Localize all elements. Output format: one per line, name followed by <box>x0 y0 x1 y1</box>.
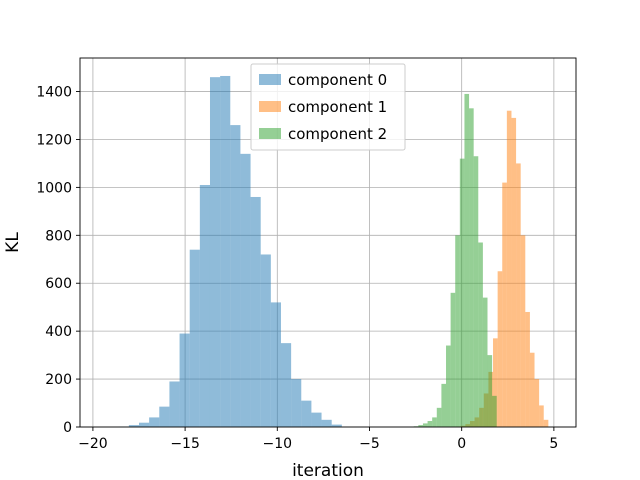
histogram-bar <box>520 235 526 427</box>
histogram-bar <box>497 271 503 427</box>
histogram-bar <box>441 383 447 427</box>
histogram-bar <box>291 379 302 427</box>
y-tick-label: 200 <box>45 372 72 388</box>
histogram-bar <box>432 417 437 427</box>
histogram-bar <box>331 424 342 427</box>
histogram-bars <box>118 75 549 428</box>
histogram-bar <box>455 235 460 427</box>
histogram-bar <box>159 406 170 427</box>
histogram-bar <box>502 182 507 427</box>
series-2-bars <box>413 93 497 428</box>
histogram-bar <box>506 110 512 427</box>
histogram-bar <box>525 311 530 427</box>
histogram-bar <box>473 156 479 427</box>
histogram-bar <box>436 407 442 427</box>
histogram-bar <box>139 422 150 427</box>
histogram-bar <box>459 158 465 428</box>
histogram-bar <box>492 395 497 427</box>
y-tick-label: 1200 <box>36 132 72 148</box>
x-tick-label: −15 <box>170 436 200 452</box>
histogram-bar <box>516 163 521 427</box>
histogram-bar <box>493 338 498 427</box>
histogram-bar <box>128 425 140 427</box>
histogram-bar <box>511 117 517 428</box>
legend-entry-label: component 2 <box>288 125 387 143</box>
histogram-bar <box>534 379 540 427</box>
legend-box <box>250 63 406 151</box>
histogram-bar <box>487 355 493 427</box>
y-tick-label: 1400 <box>36 85 72 101</box>
histogram-bar <box>450 292 456 427</box>
histogram-bar <box>270 302 281 427</box>
y-tick-label: 0 <box>63 420 72 436</box>
y-tick-label: 600 <box>45 276 72 292</box>
histogram-bar <box>149 417 160 427</box>
legend-entry-label: component 1 <box>288 98 387 116</box>
x-tick-label: −5 <box>359 436 380 452</box>
legend-swatch <box>259 128 281 139</box>
axis-ticks: −20 −15 −10 −5 0 5 0 200 400 600 800 1000 1200 1400 <box>36 85 558 452</box>
histogram-bar <box>321 419 332 427</box>
histogram-bar <box>230 125 241 427</box>
x-tick-label: −20 <box>78 436 108 452</box>
legend-entry-label: component 0 <box>288 71 387 89</box>
histogram-bar <box>179 333 190 427</box>
legend: component 0 component 1 component 2 <box>250 63 406 151</box>
histogram-bar <box>427 421 433 427</box>
histogram-bar <box>418 425 423 427</box>
histogram-bar <box>250 196 261 427</box>
y-axis-label: KL <box>3 232 23 253</box>
histogram-bar <box>199 184 210 427</box>
histogram-bar <box>422 423 428 427</box>
legend-swatch <box>259 74 281 85</box>
x-axis-label: iteration <box>292 461 364 480</box>
legend-swatch <box>259 101 281 112</box>
series-0-bars <box>118 75 342 428</box>
histogram-bar <box>189 249 200 427</box>
histogram-bar <box>311 412 322 427</box>
histogram-bar <box>539 405 544 427</box>
histogram-bar <box>446 345 451 427</box>
y-tick-label: 1000 <box>36 180 72 196</box>
histogram-bar <box>543 419 549 427</box>
y-tick-label: 800 <box>45 228 72 244</box>
plot-frame <box>79 57 577 428</box>
histogram-bar <box>478 242 483 427</box>
histogram-bar <box>469 108 474 428</box>
x-tick-label: 5 <box>549 436 558 452</box>
histogram-bar <box>169 381 180 427</box>
x-tick-label: 0 <box>457 436 466 452</box>
histogram-bar <box>209 77 221 428</box>
histogram-bar <box>464 93 470 427</box>
x-tick-label: −10 <box>263 436 293 452</box>
histogram-bar <box>482 297 488 427</box>
y-tick-label: 400 <box>45 324 72 340</box>
histogram-bar <box>301 400 312 427</box>
histogram-bar <box>280 343 292 427</box>
histogram-bar <box>260 254 271 427</box>
histogram-bar <box>220 75 231 428</box>
histogram-bar <box>240 153 251 427</box>
histogram-bar <box>529 352 535 427</box>
